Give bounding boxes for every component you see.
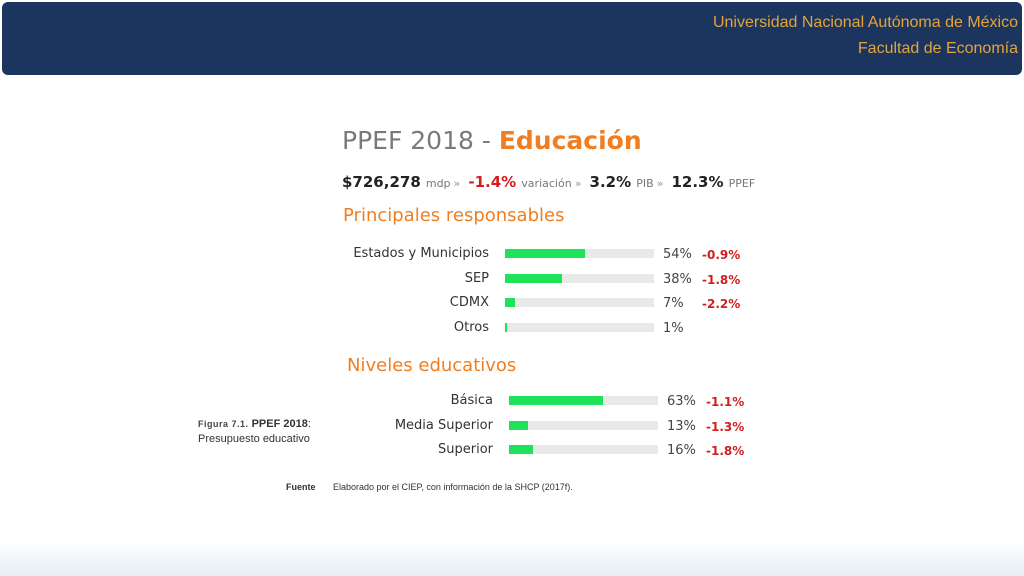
bar-fill	[509, 396, 603, 405]
title-accent: Educación	[498, 126, 642, 155]
ppef-value: 12.3%	[671, 173, 724, 191]
bar-label: Superior	[438, 442, 493, 457]
bar-variation: -1.8%	[702, 272, 741, 287]
bar-label: Media Superior	[394, 417, 493, 433]
bar-percent: 1%	[663, 320, 684, 336]
bar-fill	[505, 298, 516, 307]
bar-fill	[509, 420, 529, 430]
variation-label: variación	[521, 177, 572, 190]
bar-fill	[505, 322, 507, 332]
pib-label: PIB	[636, 177, 654, 190]
figure-caption: Figura 7.1. PPEF 2018: Presupuesto educa…	[198, 417, 311, 447]
variation-value: -1.4%	[468, 173, 517, 191]
bar-variation: -1.3%	[706, 419, 745, 434]
bar-percent: 13%	[667, 418, 696, 434]
slide-title: PPEF 2018 - Educación	[342, 126, 642, 155]
bar-percent: 16%	[667, 443, 696, 458]
pib-value: 3.2%	[589, 173, 632, 191]
faculty-name: Facultad de Economía	[857, 40, 1018, 57]
source-text: Elaborado por el CIEP, con información d…	[333, 482, 573, 492]
amount-value: $726,278	[342, 173, 421, 191]
bar-label: CDMX	[449, 295, 489, 310]
bar-variation: -1.1%	[706, 395, 745, 409]
bar-variation: -1.8%	[706, 444, 745, 458]
bar-label: Básica	[450, 393, 493, 408]
separator: »	[453, 177, 461, 190]
header-banner: Universidad Nacional Autónoma de México …	[2, 2, 1022, 75]
bar-label: SEP	[464, 270, 489, 286]
figure-number: Figura 7.1.	[198, 419, 249, 429]
bar-percent: 54%	[663, 247, 692, 262]
section-niveles: Niveles educativos	[347, 355, 517, 376]
bar-track	[509, 420, 658, 430]
bar-fill	[509, 445, 533, 454]
bar-percent: 63%	[667, 394, 696, 409]
section-responsables: Principales responsables	[343, 205, 565, 226]
amount-unit: mdp	[425, 177, 451, 190]
separator: »	[574, 177, 582, 190]
bar-fill	[505, 273, 562, 283]
bar-percent: 38%	[663, 271, 692, 287]
university-name: Universidad Nacional Autónoma de México	[712, 14, 1018, 31]
bar-track	[509, 445, 658, 454]
bar-variation: -0.9%	[702, 248, 741, 262]
separator: »	[656, 177, 664, 190]
bar-track	[505, 322, 654, 332]
summary-stats: $726,278 mdp» -1.4% variación» 3.2% PIB»…	[342, 172, 755, 191]
source-label: Fuente	[286, 482, 316, 492]
ppef-label: PPEF	[728, 177, 756, 190]
bar-variation: -2.2%	[702, 297, 741, 311]
figure-subtitle: Presupuesto educativo	[198, 433, 310, 445]
bar-track	[505, 298, 654, 307]
bar-track	[505, 249, 654, 258]
bar-track	[509, 396, 658, 405]
figure-colon: :	[307, 418, 311, 430]
figure-title: PPEF 2018	[251, 418, 308, 430]
bar-percent: 7%	[663, 296, 684, 311]
bar-track	[505, 273, 654, 283]
bar-label: Estados y Municipios	[353, 246, 489, 261]
bar-fill	[505, 249, 586, 258]
bar-label: Otros	[453, 319, 489, 335]
bottom-fade	[0, 540, 1024, 576]
title-prefix: PPEF 2018 -	[342, 126, 499, 155]
